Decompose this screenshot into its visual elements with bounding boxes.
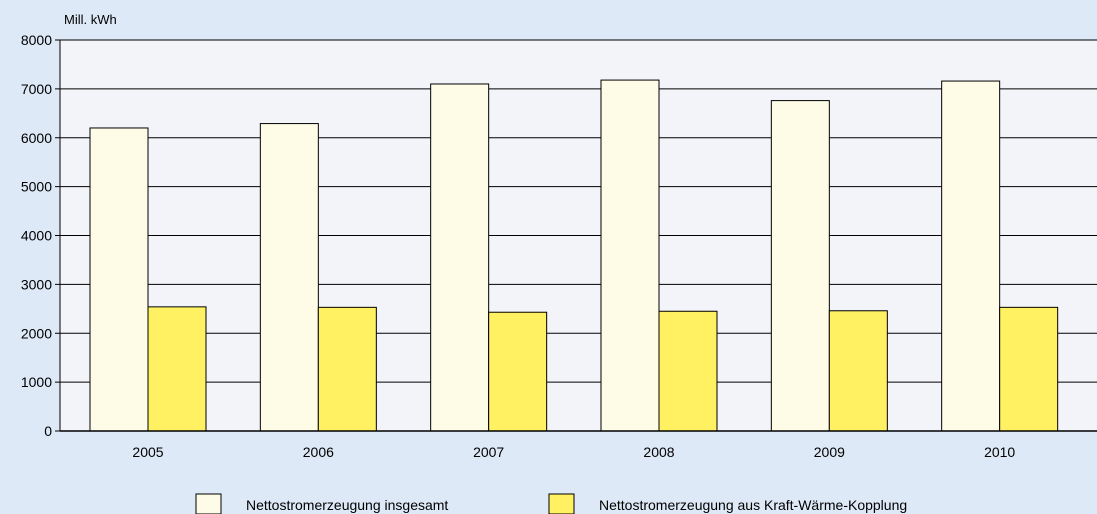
gridlines	[60, 39, 1097, 383]
x-tick-label: 2005	[132, 444, 163, 460]
y-tick-label: 8000	[21, 32, 52, 48]
y-tick-label: 3000	[21, 276, 52, 292]
y-tick-labels: 0 1000 2000 3000 4000 5000 6000 7000 8000	[21, 32, 60, 439]
x-tick-label: 2006	[303, 444, 334, 460]
legend-label-chp: Nettostromerzeugung aus Kraft-Wärme-Kopp…	[599, 497, 907, 513]
bars	[89, 79, 1059, 432]
y-tick-label: 2000	[21, 325, 52, 341]
x-tick-label: 2007	[473, 444, 504, 460]
y-tick-label: 5000	[21, 179, 52, 195]
bar-total-2006	[259, 123, 319, 432]
y-tick-label: 0	[44, 423, 52, 439]
legend: Nettostromerzeugung insgesamt Nettostrom…	[195, 493, 907, 514]
bar-chp-2005	[147, 306, 207, 432]
bar-chp-2007	[488, 311, 548, 432]
bar-chp-2010	[999, 306, 1059, 432]
y-unit-label: Mill. kWh	[64, 12, 117, 27]
x-tick-label: 2010	[984, 444, 1015, 460]
bar-total-2007	[430, 83, 490, 432]
y-tick-label: 6000	[21, 130, 52, 146]
bar-total-2005	[89, 127, 149, 432]
bar-chp-2008	[658, 310, 718, 432]
x-tick-label: 2008	[643, 444, 674, 460]
bar-total-2008	[600, 79, 660, 432]
y-tick-label: 1000	[21, 374, 52, 390]
legend-swatch-chp	[548, 493, 575, 514]
y-tick-label: 7000	[21, 81, 52, 97]
x-tick-labels: 2005 2006 2007 2008 2009 2010	[132, 444, 1015, 460]
legend-swatch-total	[195, 493, 222, 514]
bar-chp-2006	[317, 306, 377, 432]
bar-total-2010	[941, 80, 1001, 432]
x-tick-label: 2009	[814, 444, 845, 460]
y-tick-label: 4000	[21, 228, 52, 244]
legend-label-total: Nettostromerzeugung insgesamt	[246, 497, 448, 513]
bar-total-2009	[770, 100, 830, 432]
bar-chp-2009	[828, 310, 888, 432]
